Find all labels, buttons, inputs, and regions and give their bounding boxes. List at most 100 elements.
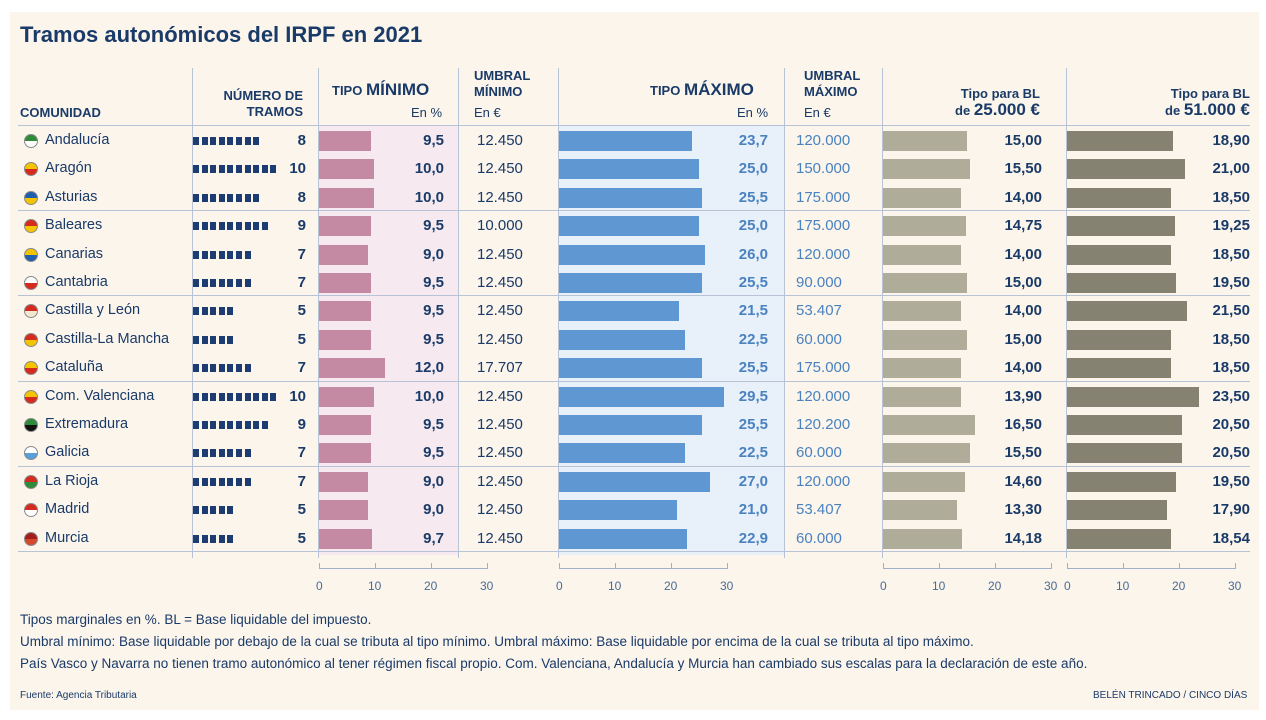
header-umbral-minimo: UMBRAL MÍNIMO [474, 68, 531, 99]
axis-tick-mark [319, 563, 320, 569]
tipo-minimo-value: 12,0 [414, 359, 444, 377]
tipo-minimo-bar [319, 187, 374, 208]
column-divider [784, 68, 785, 558]
umbral-maximo-value: 150.000 [796, 160, 851, 178]
bl-51000-bar [1067, 216, 1175, 237]
tipo-maximo-bar [559, 301, 680, 322]
tramo-square [193, 279, 199, 287]
tramo-square [227, 335, 234, 344]
bl-51000-value: 18,50 [1212, 188, 1250, 206]
tramos-value: 9 [297, 416, 306, 433]
tramo-square [227, 165, 234, 174]
bl-25000-bar [883, 415, 976, 435]
tipo-minimo-bar [319, 329, 372, 350]
region-name: La Rioja [45, 472, 99, 489]
axis-tick-mark [431, 563, 432, 569]
tramo-square [236, 449, 242, 458]
region-flag-icon [24, 190, 38, 205]
umbral-minimo-value: 12.450 [477, 416, 523, 433]
tramo-square [201, 193, 208, 202]
bl-51000-bar [1067, 386, 1199, 407]
umbral-maximo-value: 120.000 [796, 472, 851, 490]
tramo-square [236, 165, 242, 174]
umbral-maximo-value: 175.000 [796, 217, 851, 235]
bl-25000-value: 15,50 [1004, 160, 1042, 178]
bl-51000-value: 19,50 [1212, 472, 1250, 490]
region-flag-icon [24, 134, 38, 148]
tramo-square [227, 222, 234, 231]
axis-tick-label: 30 [720, 579, 734, 593]
source-text: Fuente: Agencia Tributaria [20, 690, 137, 701]
bl-51000-bar [1067, 187, 1171, 208]
column-divider [1066, 68, 1067, 558]
tipo-minimo-value: 9,5 [423, 444, 444, 462]
tramo-square [210, 506, 217, 515]
tramo-square [218, 279, 225, 287]
tramo-square [244, 449, 251, 458]
region-name: Cataluña [45, 359, 104, 376]
tramo-square [210, 421, 217, 429]
unit-tipo-maximo: En % [737, 105, 769, 120]
axis-tick-mark [559, 563, 560, 569]
tramo-square [201, 222, 208, 231]
tipo-minimo-value: 9,0 [423, 245, 444, 263]
bl-25000-bar [883, 244, 962, 265]
bl-25000-value: 15,00 [1004, 274, 1042, 291]
tipo-maximo-bar [559, 244, 705, 265]
bl-51000-value: 20,50 [1212, 444, 1250, 462]
tramo-square [210, 364, 217, 373]
axis-tick-label: 30 [1228, 579, 1242, 593]
tramos-value: 8 [297, 132, 306, 149]
tramo-square [227, 250, 234, 259]
axis-tick-mark [995, 563, 996, 569]
region-name: Com. Valenciana [45, 387, 155, 404]
tipo-minimo-value: 9,0 [423, 472, 444, 490]
column-divider [458, 68, 459, 558]
region-name: Murcia [45, 529, 89, 546]
tramo-square [210, 279, 217, 287]
region-flag-icon [24, 247, 38, 262]
umbral-maximo-value: 175.000 [796, 188, 851, 206]
header-tramos: NÚMERO DE TRAMOS [223, 88, 303, 119]
axis-tick-label: 30 [1044, 579, 1058, 593]
tramo-square [236, 279, 242, 287]
region-flag-icon [24, 531, 38, 546]
bl-25000-value: 14,00 [1004, 302, 1042, 320]
tipo-maximo-value: 26,0 [738, 245, 768, 263]
tramos-value: 5 [297, 302, 306, 320]
tramos-value: 9 [297, 217, 306, 235]
axis-tick-label: 30 [480, 579, 494, 593]
row-group-line [18, 125, 1250, 126]
tramo-square [218, 364, 225, 373]
bl-25000-value: 13,30 [1004, 501, 1042, 519]
tipo-minimo-value: 9,0 [423, 501, 444, 519]
umbral-minimo-value: 12.450 [477, 245, 523, 263]
umbral-minimo-value: 12.450 [477, 302, 523, 320]
tramo-square [236, 364, 242, 373]
tipo-minimo-value: 9,5 [423, 330, 444, 348]
tramo-square [218, 477, 225, 486]
region-name: Aragón [45, 160, 92, 177]
tramo-square [193, 392, 199, 401]
tramo-square [227, 506, 234, 515]
umbral-minimo-value: 12.450 [477, 387, 523, 405]
bl-25000-bar [883, 471, 965, 492]
umbral-maximo-value: 120.200 [796, 416, 851, 433]
column-divider [558, 68, 559, 558]
tramo-square [227, 279, 234, 287]
tramo-square [193, 193, 199, 202]
tramo-square [218, 335, 225, 344]
umbral-minimo-value: 12.450 [477, 188, 523, 206]
tramo-square [218, 506, 225, 515]
tramo-square [210, 449, 217, 458]
bl-51000-bar [1067, 329, 1171, 350]
tipo-minimo-bar [319, 528, 373, 549]
region-flag-icon [24, 503, 38, 518]
bl-25000-value: 16,50 [1004, 416, 1042, 433]
tramo-square [227, 477, 234, 486]
tramo-square [236, 250, 242, 259]
axis-tick-mark [1067, 563, 1068, 569]
tramos-value: 7 [297, 274, 306, 291]
axis-line [1067, 568, 1235, 569]
tramo-square [210, 250, 217, 259]
